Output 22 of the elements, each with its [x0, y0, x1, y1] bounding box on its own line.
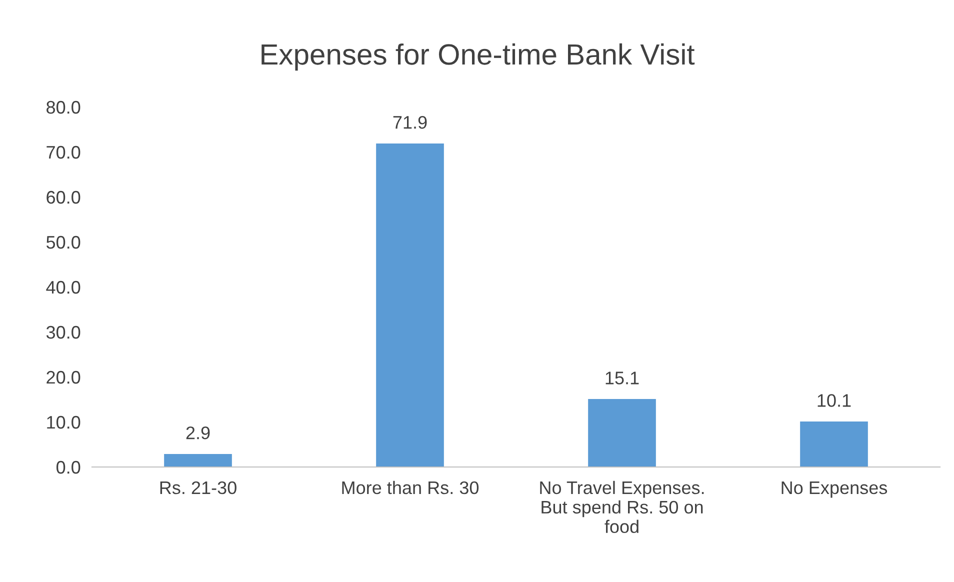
y-tick-label: 50.0: [46, 236, 80, 249]
data-label: 15.1: [606, 372, 639, 384]
x-tick-label: More than Rs. 30: [342, 480, 479, 494]
data-label: 71.9: [393, 116, 427, 129]
bar: [588, 399, 656, 467]
y-tick-label: 0.0: [56, 460, 80, 474]
x-tick-label: No Travel Expenses. But spend Rs. 50 on food: [540, 480, 704, 534]
chart-title: Expenses for One-time Bank Visit: [262, 43, 695, 71]
bar: [376, 143, 444, 467]
y-tick-label: 40.0: [46, 280, 80, 294]
y-tick-label: 20.0: [46, 370, 80, 384]
data-label: 10.1: [818, 394, 851, 407]
y-tick-label: 30.0: [46, 326, 80, 339]
bar: [800, 422, 868, 467]
y-tick-label: 10.0: [47, 416, 80, 429]
y-tick-label: 60.0: [46, 190, 80, 204]
data-label: 2.9: [186, 426, 210, 440]
bar: [164, 454, 232, 467]
y-tick-label: 70.0: [46, 146, 80, 159]
x-tick-label: Rs. 21-30: [160, 481, 236, 494]
x-tick-label: No Expenses: [782, 482, 888, 498]
y-tick-label: 80.0: [46, 100, 80, 114]
